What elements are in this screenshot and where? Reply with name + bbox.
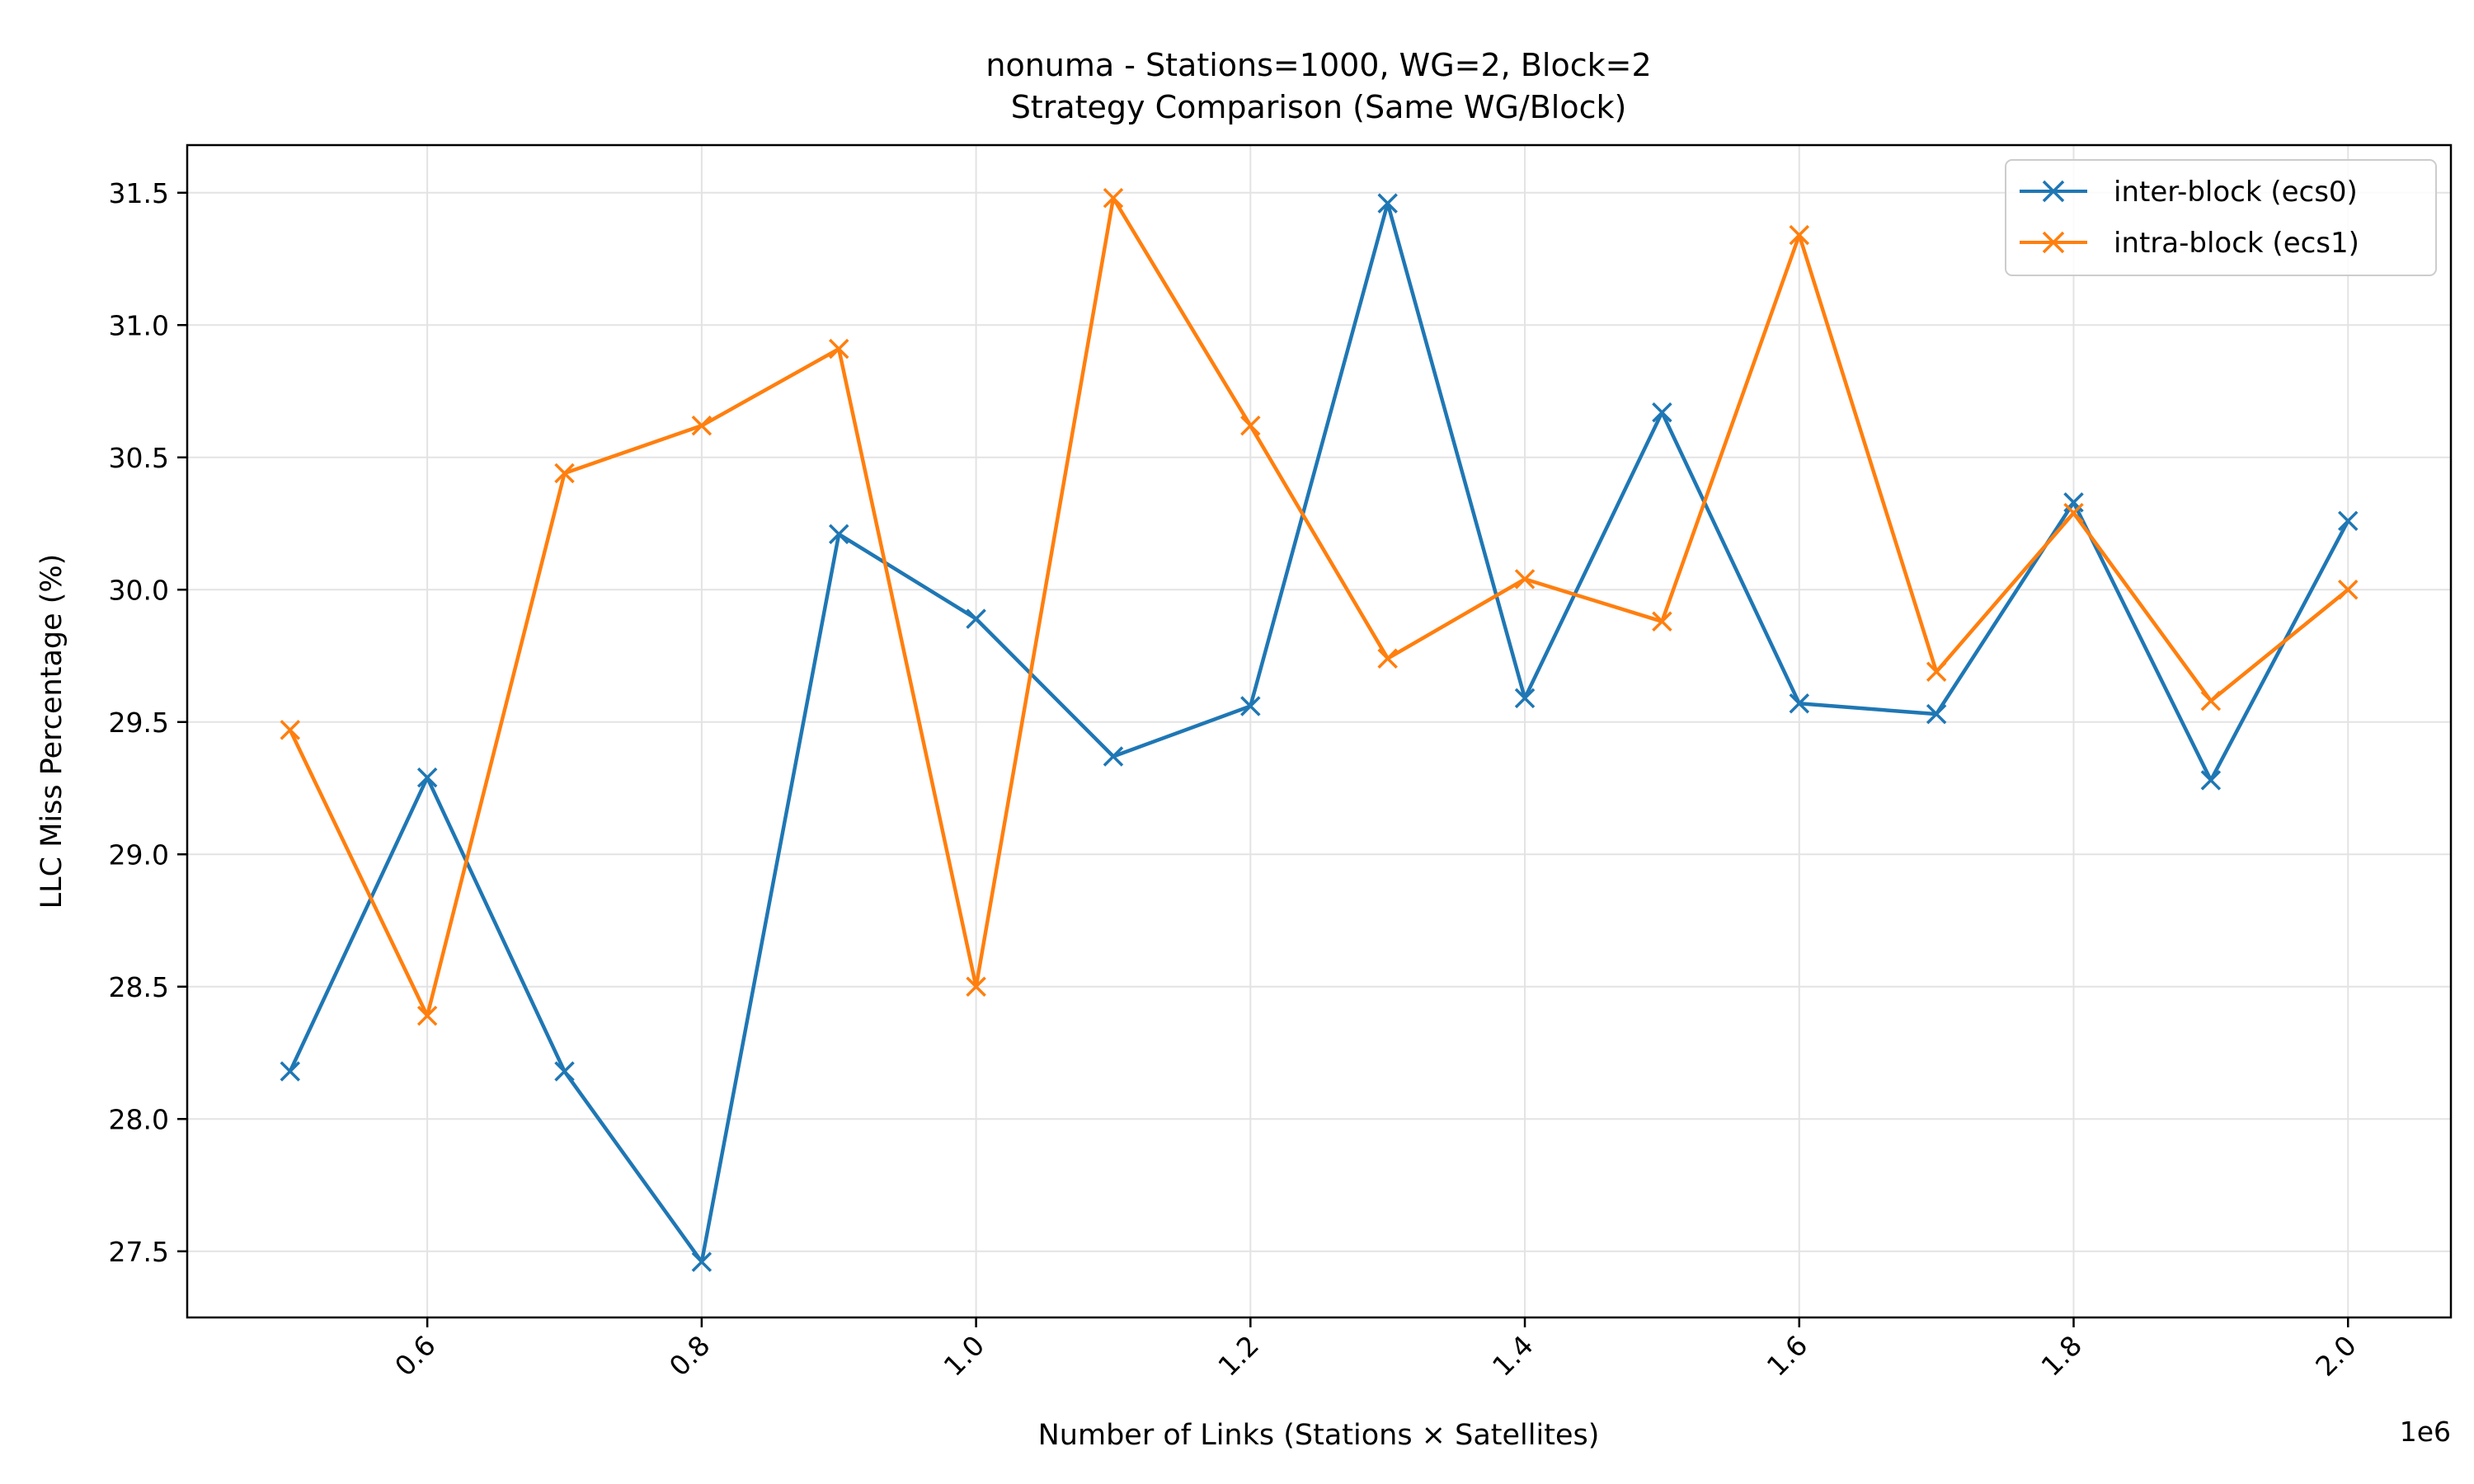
legend-marker-intra-block (2042, 231, 2065, 254)
legend-label-intra-block: intra-block (ecs1) (2114, 227, 2359, 260)
y-tick-label: 31.0 (109, 309, 169, 341)
data-point (1514, 688, 1536, 709)
x-tick-label: 1.4 (1486, 1329, 1540, 1383)
series-line (288, 201, 2350, 1264)
data-point (2337, 510, 2359, 532)
chart-subtitle: Strategy Comparison (Same WG/Block) (1011, 89, 1627, 125)
data-point (1652, 402, 1672, 423)
data-point (280, 720, 301, 740)
series-line (288, 195, 2349, 1018)
y-axis: 27.5 28.0 28.5 29.0 29.5 30.0 30.5 31.0 31.5 (109, 177, 187, 1268)
grid-lines (187, 145, 2451, 1317)
y-tick-label: 27.5 (109, 1236, 169, 1268)
x-tick-label: 1.6 (1761, 1329, 1814, 1383)
data-point (2063, 502, 2084, 524)
x-tick-label: 0.8 (663, 1329, 717, 1383)
y-tick-label: 28.5 (109, 971, 169, 1003)
data-point (1377, 193, 1398, 214)
data-point (554, 1061, 575, 1082)
data-point (691, 1252, 713, 1272)
x-tick-label: 1.8 (2034, 1329, 2088, 1383)
series-1 (280, 187, 2359, 1026)
y-tick-label: 29.5 (109, 707, 169, 739)
y-tick-label: 30.0 (109, 574, 169, 606)
series-lines (280, 187, 2359, 1272)
legend-entry-intra-block: intra-block (ecs1) (2020, 227, 2359, 260)
legend: inter-block (ecs0) intra-block (ecs1) (2005, 159, 2437, 276)
y-tick-label: 29.0 (109, 838, 169, 871)
data-point (2200, 770, 2222, 791)
legend-marker-inter-block (2042, 180, 2065, 203)
y-tick-label: 28.0 (109, 1103, 169, 1135)
data-point (416, 1005, 438, 1026)
chart-title: nonuma - Stations=1000, WG=2, Block=2 (985, 47, 1651, 83)
data-point (1926, 703, 1947, 725)
data-point (691, 416, 713, 436)
data-point (1652, 611, 1672, 632)
data-point (2200, 690, 2222, 711)
x-tick-label: 1.2 (1211, 1329, 1265, 1383)
data-point (828, 338, 849, 359)
x-tick-label: 0.6 (388, 1329, 442, 1383)
x-axis: 0.6 0.8 1.0 1.2 1.4 1.6 1.8 2.0 (388, 1317, 2363, 1383)
data-point (828, 524, 849, 545)
legend-entry-inter-block: inter-block (ecs0) (2020, 176, 2358, 209)
x-axis-label: Number of Links (Stations × Satellites) (1038, 1419, 1600, 1452)
legend-label-inter-block: inter-block (ecs0) (2114, 176, 2358, 209)
data-point (1789, 224, 1810, 246)
x-tick-label: 2.0 (2309, 1329, 2363, 1383)
series-0 (280, 193, 2359, 1272)
y-axis-label: LLC Miss Percentage (%) (35, 554, 68, 909)
data-point (554, 463, 575, 484)
data-point (1514, 569, 1536, 589)
data-point (280, 1061, 301, 1082)
data-point (1789, 693, 1810, 714)
data-point (1240, 696, 1261, 716)
x-tick-label: 1.0 (938, 1329, 991, 1383)
data-point (1103, 746, 1124, 767)
y-tick-label: 31.5 (109, 177, 169, 209)
legend-box (2005, 159, 2437, 276)
data-point (966, 608, 986, 629)
y-tick-label: 30.5 (109, 442, 169, 474)
x-axis-offset-label: 1e6 (2400, 1416, 2451, 1448)
plot-frame (186, 143, 2453, 1319)
data-point (416, 767, 438, 788)
data-point (966, 976, 986, 997)
data-point (1240, 416, 1261, 436)
data-point (1926, 661, 1947, 683)
data-point (2337, 580, 2359, 600)
data-point (1377, 648, 1398, 669)
data-point (1103, 187, 1124, 209)
